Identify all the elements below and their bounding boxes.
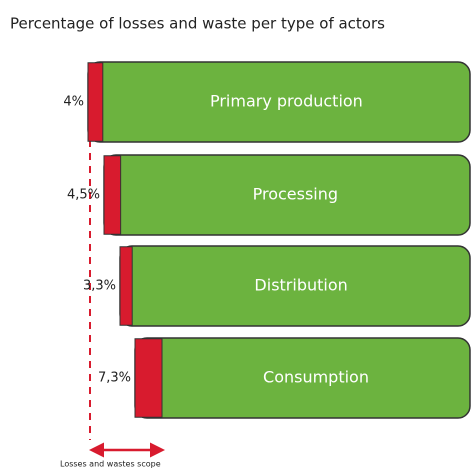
value-label: 7,3%	[98, 371, 131, 386]
value-label: 4%	[63, 95, 84, 110]
category-label: Distribution	[254, 276, 347, 295]
annotation: Losses and wastes scope	[60, 460, 161, 469]
chart-title: Percentage of losses and waste per type …	[10, 15, 385, 33]
bar	[119, 246, 133, 326]
bar	[103, 155, 122, 235]
value-label: 4,5%	[67, 188, 100, 203]
bar	[87, 62, 104, 142]
category-label: Primary production	[210, 92, 363, 111]
category-label: Consumption	[263, 368, 369, 387]
value-label: 3,3%	[83, 279, 116, 294]
bar	[134, 338, 163, 418]
category-label: Processing	[253, 185, 338, 204]
